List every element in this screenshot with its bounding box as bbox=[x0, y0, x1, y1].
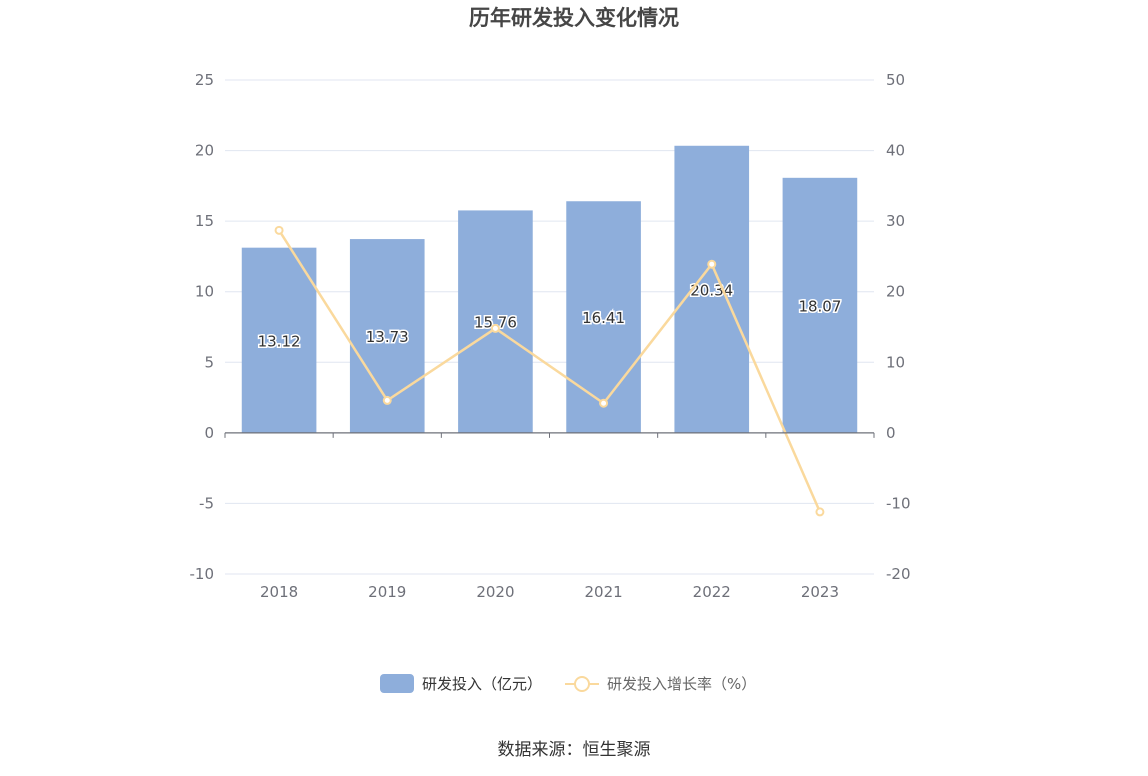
y-axis-right: 50 40 30 20 10 0 -10 -20 bbox=[886, 71, 911, 583]
y-left-tick-label: 5 bbox=[204, 353, 214, 371]
grid bbox=[225, 79, 874, 575]
x-tick-label: 2019 bbox=[368, 583, 406, 601]
legend-label-line: 研发投入增长率（%） bbox=[607, 675, 756, 693]
x-axis: 2018 2019 2020 2021 2022 2023 bbox=[224, 432, 875, 601]
y-left-tick-label: 15 bbox=[195, 212, 214, 230]
bar bbox=[458, 210, 533, 433]
legend-item-line[interactable]: 研发投入增长率（%） bbox=[565, 675, 756, 693]
legend-label-bar: 研发投入（亿元） bbox=[422, 675, 542, 693]
line-point bbox=[490, 323, 500, 333]
bar-data-label: 13.73 bbox=[366, 328, 409, 346]
bar-data-label: 15.76 bbox=[474, 314, 517, 332]
bar bbox=[674, 145, 750, 433]
y-right-tick-label: 20 bbox=[886, 283, 905, 301]
line-point bbox=[382, 395, 392, 405]
bar bbox=[566, 201, 641, 433]
y-left-tick-label: 25 bbox=[195, 71, 214, 89]
bar-data-label: 13.12 bbox=[258, 332, 301, 350]
y-left-tick-label: 10 bbox=[195, 283, 214, 301]
bar-series bbox=[241, 145, 858, 433]
legend-swatch-bar bbox=[380, 674, 414, 693]
bar-data-label: 16.41 bbox=[582, 309, 625, 327]
y-right-tick-label: -20 bbox=[886, 565, 911, 583]
line-point bbox=[815, 507, 825, 517]
y-left-tick-label: 20 bbox=[195, 142, 214, 160]
y-right-tick-label: 30 bbox=[886, 212, 905, 230]
x-tick-label: 2022 bbox=[693, 583, 731, 601]
line-path bbox=[278, 229, 822, 513]
line-point bbox=[599, 398, 609, 408]
source-text: 数据来源：恒生聚源 bbox=[498, 740, 651, 760]
y-right-tick-label: -10 bbox=[886, 494, 911, 512]
y-left-tick-label: -10 bbox=[190, 565, 215, 583]
legend-item-bar[interactable]: 研发投入（亿元） bbox=[380, 674, 542, 693]
x-tick-label: 2023 bbox=[801, 583, 839, 601]
chart-title: 历年研发投入变化情况 bbox=[469, 6, 679, 30]
bar bbox=[782, 177, 858, 433]
legend-marker-line bbox=[574, 676, 590, 692]
y-right-tick-label: 40 bbox=[886, 142, 905, 160]
x-tick-label: 2020 bbox=[476, 583, 514, 601]
y-right-tick-label: 50 bbox=[886, 71, 905, 89]
line-series bbox=[274, 225, 825, 517]
line-point bbox=[274, 225, 284, 235]
x-tick-label: 2021 bbox=[584, 583, 622, 601]
y-axis-left: 25 20 15 10 5 0 -5 -10 bbox=[190, 71, 215, 583]
bar-data-label: 18.07 bbox=[798, 297, 841, 315]
bar bbox=[241, 247, 317, 433]
y-left-tick-label: -5 bbox=[199, 494, 214, 512]
legend[interactable]: 研发投入（亿元） 研发投入增长率（%） bbox=[380, 674, 756, 693]
y-right-tick-label: 10 bbox=[886, 353, 905, 371]
x-tick-label: 2018 bbox=[260, 583, 298, 601]
line-point bbox=[707, 259, 717, 269]
y-left-tick-label: 0 bbox=[204, 424, 214, 442]
y-right-tick-label: 0 bbox=[886, 424, 896, 442]
